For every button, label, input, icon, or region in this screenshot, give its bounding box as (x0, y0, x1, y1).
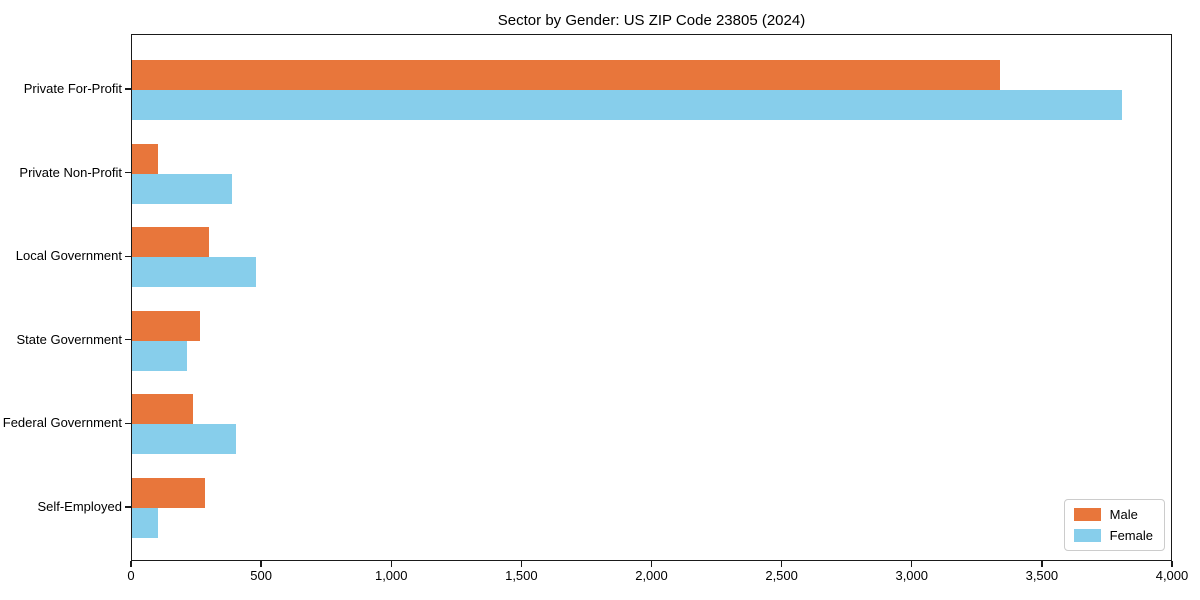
x-tick-mark (130, 561, 132, 567)
bar-female-1 (132, 173, 233, 204)
y-tick-label: Private For-Profit (23, 81, 122, 96)
y-tick-label: Self-Employed (37, 499, 122, 514)
legend-item-female: Female (1073, 528, 1153, 543)
x-tick-mark (780, 561, 783, 567)
plot-area: Male Female (131, 34, 1172, 561)
x-tick-mark (650, 561, 653, 567)
y-tick-label: Federal Government (2, 415, 122, 431)
female-swatch (1073, 529, 1101, 542)
bar-female-3 (132, 340, 187, 371)
bar-male-1 (132, 143, 158, 174)
x-tick-label: 1,500 (505, 568, 538, 583)
y-tick-mark (125, 171, 131, 174)
bar-male-0 (132, 60, 1000, 90)
bar-male-2 (132, 227, 209, 258)
legend-item-male: Male (1073, 507, 1153, 522)
x-tick-label: 2,000 (635, 568, 668, 583)
y-tick-mark (125, 255, 131, 257)
y-tick-mark (125, 422, 131, 425)
x-tick-label: 3,000 (895, 568, 929, 583)
legend: Male Female (1063, 499, 1165, 551)
bar-male-5 (132, 478, 205, 508)
male-swatch (1073, 508, 1101, 521)
y-tick-label: Local Government (15, 248, 122, 264)
x-tick-label: 1,000 (374, 568, 408, 583)
y-tick-mark (125, 339, 131, 341)
x-tick-label: 3,500 (1025, 568, 1059, 583)
x-tick-label: 2,500 (765, 568, 798, 583)
x-tick-mark (1041, 561, 1043, 567)
x-tick-label: 0 (127, 568, 135, 583)
x-tick-mark (390, 561, 392, 567)
bar-female-0 (132, 90, 1123, 120)
x-tick-mark (911, 561, 913, 567)
x-tick-mark (1171, 561, 1173, 567)
y-tick-label: Private Non-Profit (19, 164, 122, 180)
bar-female-5 (132, 508, 158, 538)
bar-female-2 (132, 257, 256, 288)
x-tick-mark (260, 561, 262, 567)
legend-label-female: Female (1109, 528, 1153, 543)
x-tick-mark (520, 561, 523, 567)
bar-male-4 (132, 394, 194, 425)
y-tick-label: State Government (16, 331, 123, 347)
x-tick-label: 500 (250, 568, 272, 583)
x-tick-label: 4,000 (1155, 568, 1189, 583)
bar-male-3 (132, 310, 200, 341)
chart-title: Sector by Gender: US ZIP Code 23805 (202… (497, 12, 806, 29)
legend-label-male: Male (1109, 507, 1138, 522)
bar-female-4 (132, 424, 237, 455)
bars-layer (132, 35, 1171, 560)
y-tick-mark (125, 88, 131, 90)
y-tick-mark (125, 506, 131, 508)
